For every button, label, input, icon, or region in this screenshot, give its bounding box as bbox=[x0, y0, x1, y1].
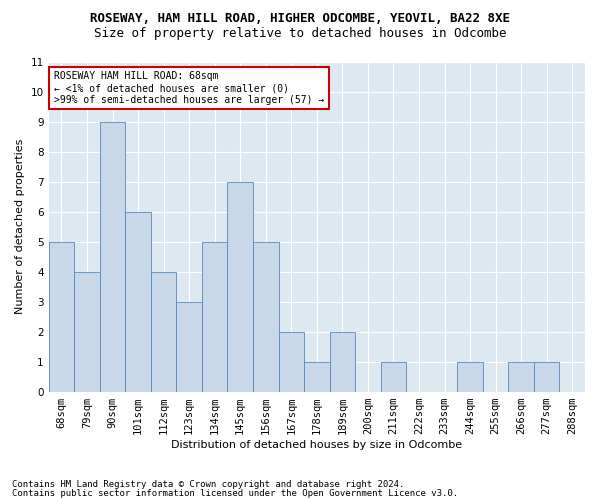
Bar bbox=[534, 362, 559, 392]
Bar bbox=[508, 362, 534, 392]
Bar bbox=[457, 362, 483, 392]
Bar bbox=[74, 272, 100, 392]
Bar bbox=[202, 242, 227, 392]
Y-axis label: Number of detached properties: Number of detached properties bbox=[15, 139, 25, 314]
Text: Size of property relative to detached houses in Odcombe: Size of property relative to detached ho… bbox=[94, 28, 506, 40]
Bar bbox=[253, 242, 278, 392]
Text: Contains HM Land Registry data © Crown copyright and database right 2024.: Contains HM Land Registry data © Crown c… bbox=[12, 480, 404, 489]
Text: Contains public sector information licensed under the Open Government Licence v3: Contains public sector information licen… bbox=[12, 488, 458, 498]
Text: ROSEWAY HAM HILL ROAD: 68sqm
← <1% of detached houses are smaller (0)
>99% of se: ROSEWAY HAM HILL ROAD: 68sqm ← <1% of de… bbox=[54, 72, 324, 104]
Bar bbox=[380, 362, 406, 392]
Bar bbox=[304, 362, 329, 392]
Bar bbox=[227, 182, 253, 392]
Bar bbox=[278, 332, 304, 392]
Bar bbox=[125, 212, 151, 392]
Bar bbox=[100, 122, 125, 392]
Bar bbox=[329, 332, 355, 392]
Text: ROSEWAY, HAM HILL ROAD, HIGHER ODCOMBE, YEOVIL, BA22 8XE: ROSEWAY, HAM HILL ROAD, HIGHER ODCOMBE, … bbox=[90, 12, 510, 26]
X-axis label: Distribution of detached houses by size in Odcombe: Distribution of detached houses by size … bbox=[171, 440, 463, 450]
Bar bbox=[151, 272, 176, 392]
Bar bbox=[176, 302, 202, 392]
Bar bbox=[49, 242, 74, 392]
